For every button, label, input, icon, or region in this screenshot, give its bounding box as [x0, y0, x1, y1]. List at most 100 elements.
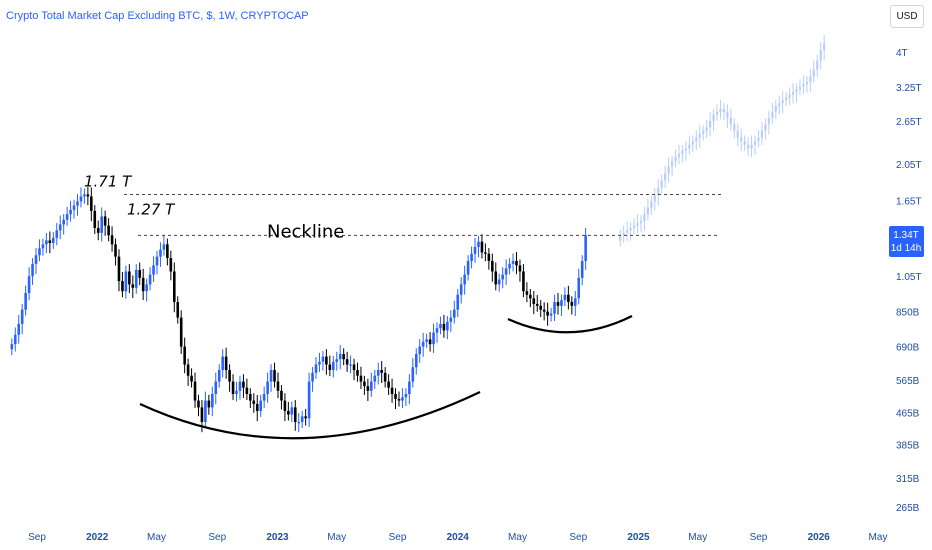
- candle-body: [632, 225, 636, 228]
- candle-body: [421, 341, 425, 347]
- candle-body: [121, 281, 124, 292]
- candle-body: [494, 271, 498, 285]
- x-tick-label: May: [869, 532, 888, 543]
- candle-body: [452, 309, 456, 318]
- candle-body: [242, 381, 245, 388]
- candle-body: [539, 305, 543, 310]
- candle-body: [224, 356, 228, 371]
- candle-body: [553, 302, 556, 314]
- candle-body: [252, 400, 256, 404]
- candle-body: [262, 394, 266, 401]
- candle-body: [466, 260, 470, 275]
- candle-body: [221, 356, 224, 371]
- candle-body: [636, 223, 639, 226]
- candle-body: [34, 255, 38, 264]
- annotations: 1.71 T 1.27 T Neckline: [84, 172, 722, 440]
- candle-body: [573, 298, 577, 306]
- price-value: 1.34T: [893, 230, 919, 241]
- candle-body: [401, 397, 404, 401]
- candle-body: [214, 381, 218, 395]
- candle-body: [307, 381, 311, 419]
- candle-body: [708, 121, 712, 128]
- candle-body: [394, 394, 397, 399]
- x-tick-label: May: [147, 532, 166, 543]
- candle-body: [183, 346, 186, 365]
- candle-body: [155, 256, 159, 266]
- candle-body: [511, 260, 515, 264]
- candle-body: [702, 130, 705, 135]
- candle-body: [128, 271, 131, 285]
- candle-body: [235, 390, 238, 395]
- candle-body: [418, 346, 422, 355]
- candle-body: [276, 381, 280, 391]
- candle-body: [753, 141, 757, 145]
- candle-body: [148, 274, 152, 285]
- x-tick-label: 2022: [86, 532, 109, 543]
- candle-body: [345, 359, 349, 365]
- candle-body: [657, 187, 660, 196]
- candle-body: [51, 237, 55, 244]
- candle-body: [778, 103, 781, 106]
- candle-body: [217, 370, 221, 382]
- candle-body: [428, 339, 432, 345]
- candle-body: [740, 137, 743, 142]
- candle-body: [283, 400, 287, 411]
- candle-body: [114, 244, 117, 257]
- candle-body: [504, 268, 508, 275]
- candle-body: [238, 381, 242, 391]
- candle-body: [747, 144, 750, 149]
- candle-body: [719, 108, 722, 112]
- candle-body: [456, 294, 460, 310]
- candle-body: [809, 76, 812, 82]
- candle-body: [729, 117, 732, 125]
- candle-body: [414, 354, 418, 368]
- candle-body: [726, 111, 729, 118]
- candle-body: [117, 256, 121, 282]
- candle-body: [145, 284, 148, 292]
- candle-body: [373, 375, 377, 382]
- candle-body: [318, 361, 321, 365]
- candle-body: [376, 370, 380, 376]
- candle-body: [366, 386, 370, 391]
- candle-body: [342, 354, 345, 360]
- x-tick-label: Sep: [28, 532, 46, 543]
- y-tick-label: 850B: [896, 308, 920, 319]
- candle-body: [584, 235, 587, 261]
- candle-body: [124, 271, 128, 292]
- candle-body: [705, 127, 708, 131]
- candle-body: [27, 276, 31, 293]
- candle-body: [463, 274, 466, 285]
- candle-body: [446, 321, 449, 331]
- candle-body: [473, 246, 477, 254]
- currency-button[interactable]: USD: [890, 5, 924, 28]
- y-tick-label: 1.65T: [896, 196, 922, 207]
- candle-body: [712, 114, 715, 122]
- candle-body: [698, 134, 701, 138]
- candle-body: [197, 400, 200, 408]
- candle-body: [228, 370, 231, 382]
- x-tick-label: 2026: [808, 532, 831, 543]
- candle-body: [643, 214, 646, 221]
- candle-body: [200, 407, 204, 423]
- y-tick-label: 315B: [896, 474, 920, 485]
- candle-body: [321, 356, 325, 362]
- candle-body: [17, 323, 21, 335]
- x-tick-label: 2024: [447, 532, 470, 543]
- y-tick-label: 565B: [896, 376, 920, 387]
- candle-body: [743, 141, 746, 145]
- candle-body: [255, 403, 259, 411]
- candle-body: [619, 235, 622, 241]
- candle-body: [48, 240, 52, 244]
- candle-body: [45, 240, 48, 245]
- x-tick-label: May: [327, 532, 346, 543]
- candle-body: [477, 241, 480, 247]
- candle-body: [380, 370, 383, 373]
- candle-body: [691, 141, 694, 145]
- candle-body: [100, 216, 103, 233]
- candle-body: [781, 100, 784, 104]
- candle-body: [764, 124, 767, 131]
- x-tick-label: Sep: [389, 532, 407, 543]
- candle-body: [497, 279, 501, 285]
- candle-body: [311, 372, 314, 382]
